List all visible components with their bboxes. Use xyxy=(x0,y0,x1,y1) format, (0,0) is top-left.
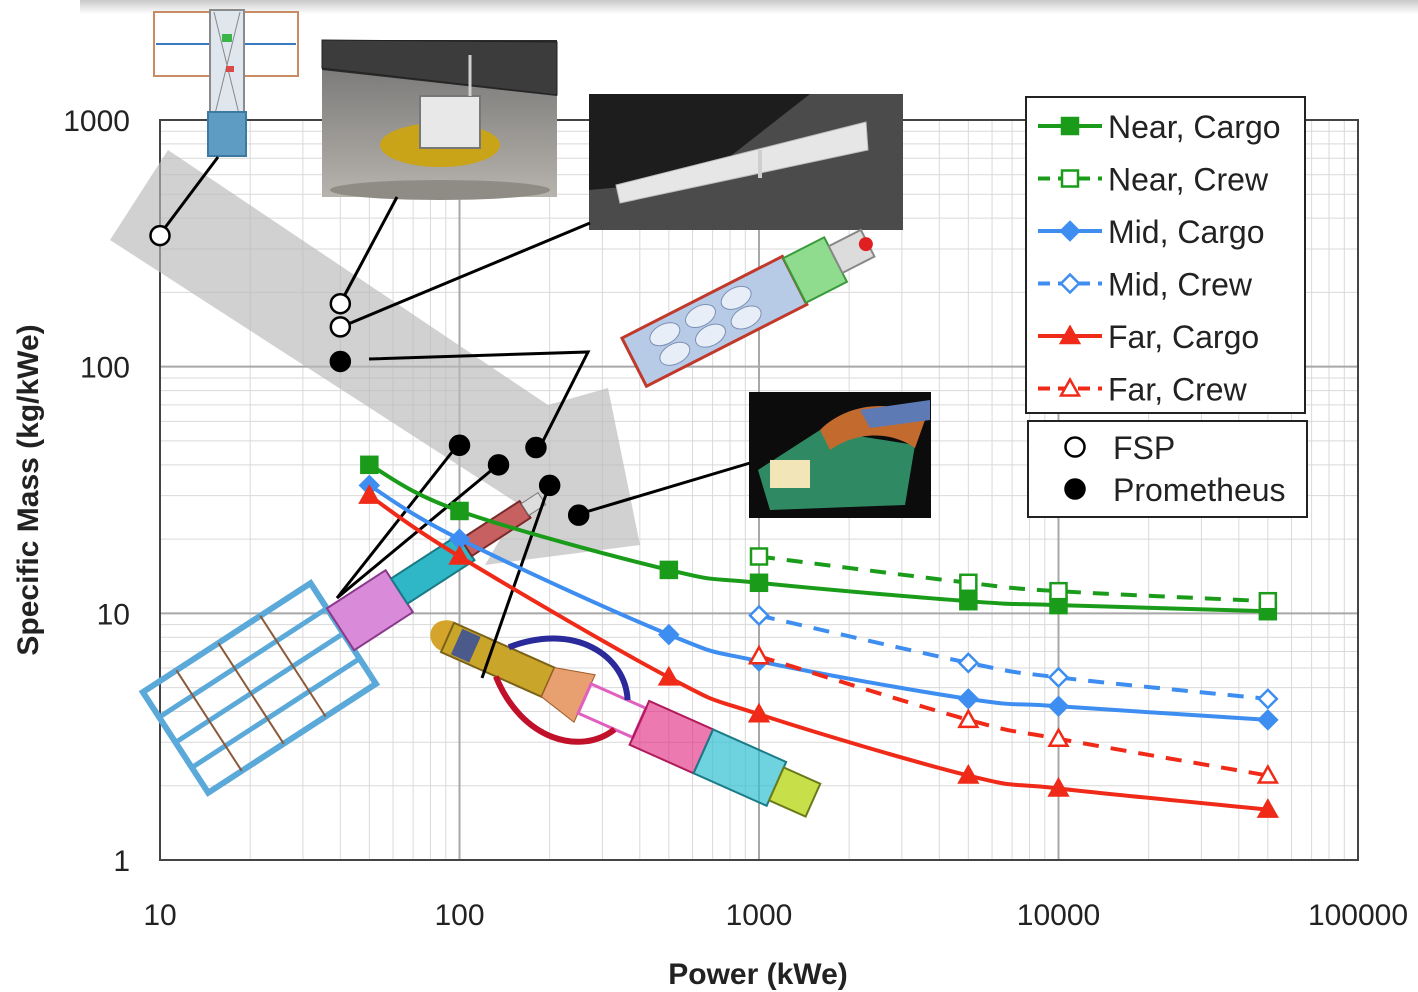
data-point xyxy=(1049,581,1068,601)
x-tick-label: 10 xyxy=(143,899,176,932)
prometheus-point xyxy=(538,474,561,497)
data-point xyxy=(749,573,769,593)
legend-swatch-marker xyxy=(1058,376,1082,397)
y-tick-label: 1000 xyxy=(63,105,130,138)
points-fsp xyxy=(149,224,352,338)
data-point xyxy=(358,484,381,504)
satellite-illustration xyxy=(153,9,299,157)
legend-swatch-marker xyxy=(1060,169,1080,188)
data-point xyxy=(1256,798,1279,818)
x-tick-label: 100000 xyxy=(1308,899,1408,932)
data-point xyxy=(749,547,769,566)
data-point xyxy=(1047,695,1070,718)
data-point xyxy=(1257,688,1279,710)
series-far-cargo xyxy=(358,484,1279,818)
data-point xyxy=(957,652,980,674)
legend-swatch-point xyxy=(1064,478,1086,500)
prometheus-point xyxy=(329,350,352,373)
legend-label: Mid, Crew xyxy=(1108,267,1253,303)
series-line xyxy=(758,554,1268,604)
legend-entry: Prometheus xyxy=(1064,472,1286,508)
surface-radiator-photo xyxy=(589,94,903,230)
x-tick-label: 100 xyxy=(434,899,484,932)
fsp-point xyxy=(329,316,352,338)
data-point xyxy=(657,665,680,686)
data-point xyxy=(957,708,980,729)
data-point xyxy=(1258,591,1278,611)
data-point xyxy=(448,544,471,565)
legend-label: Far, Cargo xyxy=(1108,319,1259,355)
conversion-system-illustration xyxy=(430,620,822,818)
legend-swatch-marker xyxy=(1059,272,1081,295)
series-layer xyxy=(358,455,1279,818)
fsp-point xyxy=(149,224,171,247)
legend-entry: Mid, Crew xyxy=(1038,267,1253,303)
x-tick-labels: 10 100 1000 10000 100000 xyxy=(143,899,1408,932)
x-tick-label: 1000 xyxy=(726,899,793,932)
data-point xyxy=(450,501,469,521)
legend-entry: Mid, Cargo xyxy=(1038,214,1265,250)
prometheus-point xyxy=(525,436,547,459)
lunar-lander-photo xyxy=(321,39,558,200)
legend-label: Near, Crew xyxy=(1108,162,1269,198)
legend-label: Mid, Cargo xyxy=(1108,214,1265,250)
series-line xyxy=(758,654,1269,778)
series-line xyxy=(758,613,1269,701)
y-tick-label: 1 xyxy=(113,845,130,878)
legend-entry: Near, Cargo xyxy=(1038,109,1281,145)
points-layer xyxy=(149,224,590,526)
x-tick-label: 10000 xyxy=(1017,899,1100,932)
fsp-point xyxy=(329,292,352,315)
legend-swatch-marker xyxy=(1060,116,1080,136)
data-point xyxy=(959,573,978,593)
data-point xyxy=(747,644,771,665)
y-axis-title: Specific Mass (kg/kWe) xyxy=(12,324,45,655)
top-shade xyxy=(80,0,1418,14)
legend-entry: Near, Crew xyxy=(1038,162,1269,198)
data-point xyxy=(957,763,980,784)
prometheus-point xyxy=(448,434,471,457)
legend-label: Prometheus xyxy=(1113,472,1286,508)
prometheus-point xyxy=(487,454,510,476)
legend-entry: FSP xyxy=(1064,430,1175,466)
legend-entry: Far, Crew xyxy=(1038,372,1248,408)
data-point xyxy=(360,455,379,475)
reactor-render-photo xyxy=(749,392,931,518)
legend-swatch-point xyxy=(1064,436,1086,458)
reactor-illustration-small xyxy=(619,228,876,389)
prometheus-point xyxy=(567,504,590,526)
data-point xyxy=(658,623,680,646)
data-point xyxy=(1257,709,1279,731)
series-near-crew xyxy=(749,547,1278,611)
data-point xyxy=(659,560,679,580)
data-point xyxy=(1047,776,1070,797)
data-point xyxy=(747,702,771,723)
legend-entry: Far, Cargo xyxy=(1038,319,1259,355)
points-prometheus xyxy=(329,350,590,526)
truss-power-system-illustration xyxy=(138,492,547,797)
data-point xyxy=(1256,763,1279,784)
y-tick-labels: 1 10 100 1000 xyxy=(63,105,130,878)
legend-label: Far, Crew xyxy=(1108,372,1248,408)
data-point xyxy=(957,688,980,710)
legend-points: FSP Prometheus xyxy=(1027,420,1308,518)
legend-swatch-marker xyxy=(1059,220,1081,242)
y-tick-label: 10 xyxy=(97,598,130,631)
legend-lines: Near, Cargo Near, Crew Mid, Cargo Mid, Crew… xyxy=(1025,96,1306,414)
data-point xyxy=(959,591,978,611)
series-far-crew xyxy=(747,644,1279,784)
data-point xyxy=(1047,666,1070,689)
y-tick-label: 100 xyxy=(80,352,130,385)
series-mid-crew xyxy=(748,604,1279,710)
legend-swatch-marker xyxy=(1058,324,1082,345)
x-axis-title: Power (kWe) xyxy=(668,958,848,991)
legend-lines-box xyxy=(1025,96,1306,414)
data-point xyxy=(748,604,770,627)
legend-label: Near, Cargo xyxy=(1108,109,1281,145)
legend-label: FSP xyxy=(1113,430,1175,466)
data-point xyxy=(1047,727,1070,748)
